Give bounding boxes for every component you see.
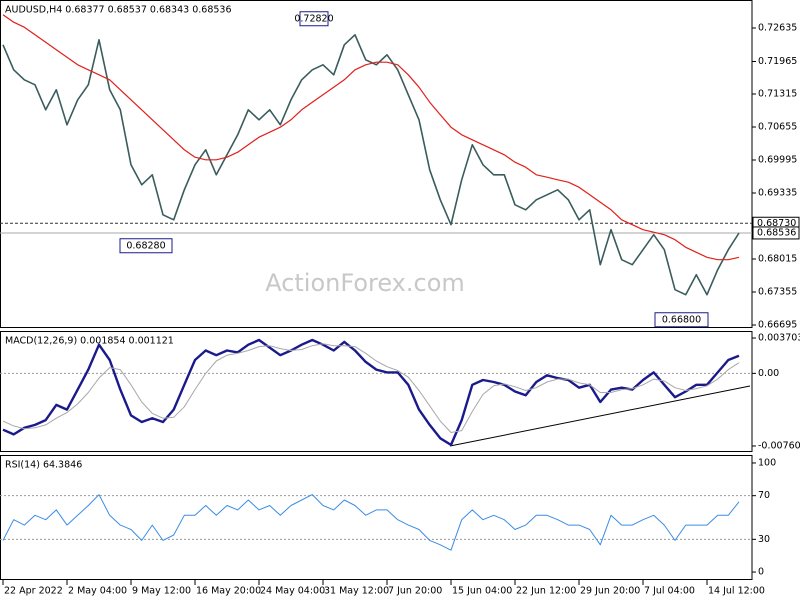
- annotation-box: [654, 312, 709, 328]
- y-tick-label: 0.71965: [758, 56, 797, 67]
- x-tick-label: 16 May 20:00: [196, 586, 261, 597]
- series-line: [2, 343, 740, 433]
- panel-title: RSI(14) 64.3846: [5, 460, 82, 471]
- x-tick-label: 31 May 12:00: [324, 586, 389, 597]
- y-tick-label: 0.68015: [758, 254, 797, 265]
- y-tick-label: 0.00: [758, 368, 779, 379]
- annotation-label: 0.72820: [294, 13, 333, 24]
- series-line: [2, 494, 740, 551]
- y-tick-label: 0.69335: [758, 188, 797, 199]
- y-tick-label: 100: [758, 457, 776, 468]
- x-tick-label: 9 May 12:00: [132, 586, 191, 597]
- y-tick-label: 0.003703: [758, 333, 800, 344]
- annotation-label: 0.68280: [126, 240, 165, 251]
- annotation-box: [119, 238, 173, 254]
- x-tick-label: 7 Jul 04:00: [644, 586, 695, 597]
- x-tick-label: 22 Apr 2022: [4, 586, 63, 597]
- panel-title: AUDUSD,H4 0.68377 0.68537 0.68343 0.6853…: [5, 5, 232, 16]
- y-tick-label: 0: [758, 567, 764, 578]
- level-box: [752, 226, 800, 240]
- y-tick-label: 0.72635: [758, 23, 797, 34]
- y-tick-label: 0.70655: [758, 122, 797, 133]
- y-tick-label: 0.67355: [758, 287, 797, 298]
- level-label: 0.68730: [757, 218, 796, 229]
- level-label: 0.68536: [757, 227, 796, 238]
- annotation-box: [299, 11, 329, 27]
- trend-line: [449, 385, 751, 447]
- series-line: [2, 34, 740, 296]
- y-tick-label: 0.71315: [758, 89, 797, 100]
- y-tick-label: 0.66695: [758, 320, 797, 331]
- y-tick-label: 30: [758, 534, 770, 545]
- panel-frame: [0, 455, 753, 580]
- x-tick-label: 29 Jun 20:00: [580, 586, 640, 597]
- panel-title: MACD(12,26,9) 0.001854 0.001121: [5, 336, 174, 347]
- watermark: ActionForex.com: [265, 269, 465, 297]
- panel-frame: [0, 0, 753, 328]
- y-tick-label: 70: [758, 490, 770, 501]
- series-line: [2, 338, 740, 447]
- x-tick-label: 22 Jun 12:00: [516, 586, 576, 597]
- panel-frame: [0, 331, 753, 452]
- x-tick-label: 24 May 04:00: [260, 586, 325, 597]
- annotation-label: 0.66800: [662, 314, 701, 325]
- x-tick-label: 2 May 04:00: [68, 586, 127, 597]
- y-tick-label: 0.69995: [758, 155, 797, 166]
- x-tick-label: 15 Jun 04:00: [452, 586, 512, 597]
- background: [0, 0, 753, 580]
- x-tick-label: 14 Jul 12:00: [708, 586, 765, 597]
- series-line: [2, 14, 740, 261]
- y-tick-label: -0.007608: [758, 440, 800, 451]
- x-tick-label: 7 Jun 20:00: [388, 586, 442, 597]
